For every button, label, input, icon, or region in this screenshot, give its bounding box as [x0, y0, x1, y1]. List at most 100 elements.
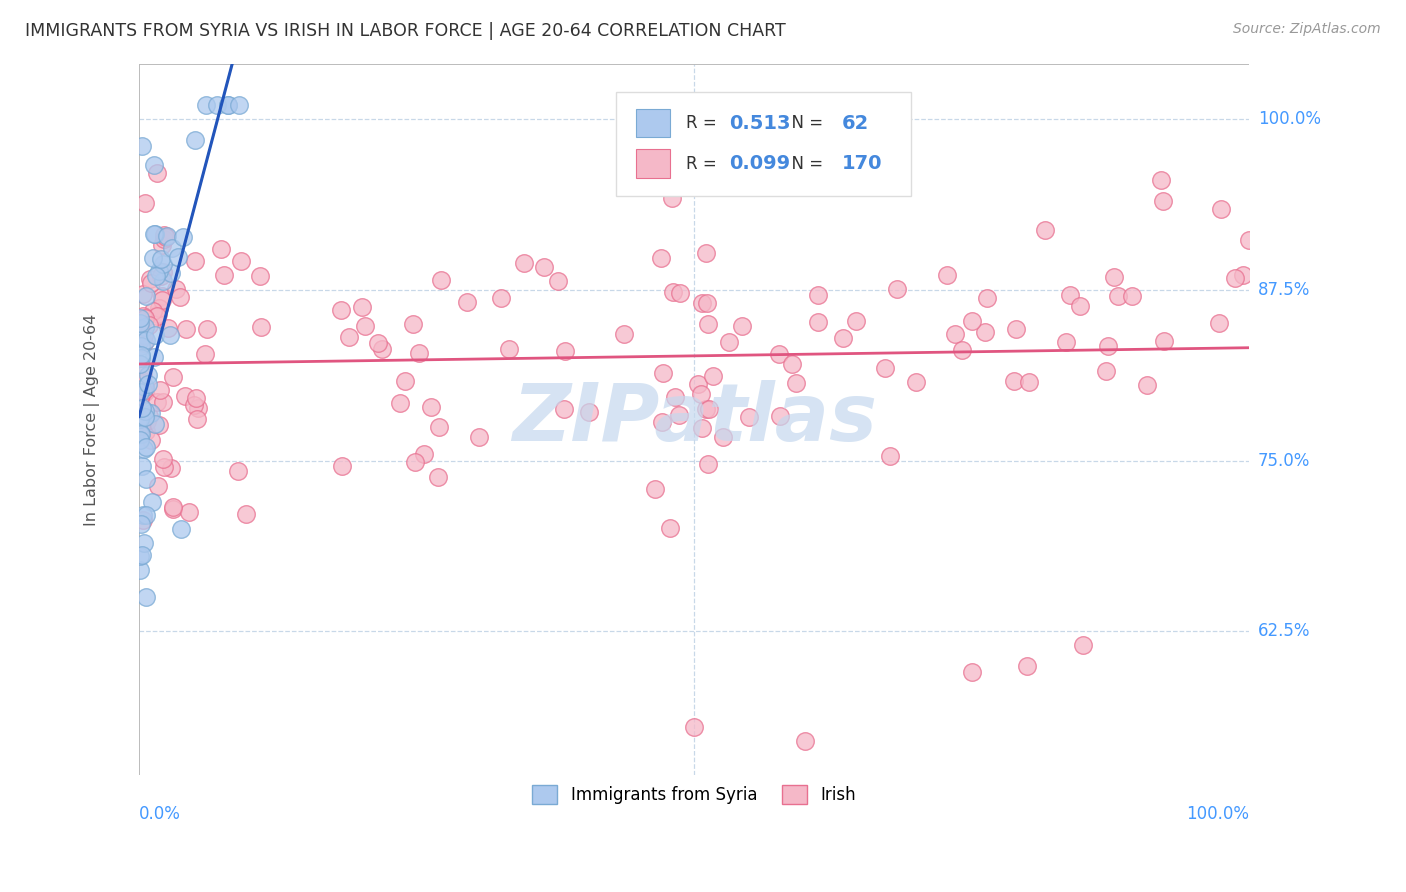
Point	[132, 508, 155, 523]
Point	[690, 420, 713, 434]
Point	[131, 516, 153, 531]
Point	[1209, 202, 1232, 216]
Point	[1002, 375, 1025, 389]
Point	[162, 500, 184, 515]
Point	[128, 385, 150, 400]
Text: IMMIGRANTS FROM SYRIA VS IRISH IN LABOR FORCE | AGE 20-64 CORRELATION CHART: IMMIGRANTS FROM SYRIA VS IRISH IN LABOR …	[25, 22, 786, 40]
Point	[394, 374, 416, 388]
Point	[174, 389, 197, 403]
Point	[134, 320, 156, 334]
Point	[135, 472, 157, 486]
Point	[950, 343, 973, 357]
Text: 100.0%: 100.0%	[1187, 805, 1250, 823]
Point	[1018, 376, 1040, 390]
Point	[513, 256, 536, 270]
Point	[153, 459, 176, 474]
Point	[135, 289, 157, 303]
Point	[699, 402, 721, 417]
Point	[183, 133, 205, 147]
Point	[129, 348, 152, 362]
Point	[148, 417, 170, 432]
Point	[702, 368, 724, 383]
Point	[128, 357, 150, 371]
Point	[943, 327, 966, 342]
Point	[129, 373, 152, 387]
Point	[402, 318, 425, 332]
Point	[960, 314, 983, 328]
Point	[1152, 194, 1174, 209]
Text: 75.0%: 75.0%	[1258, 451, 1310, 469]
Point	[337, 329, 360, 343]
Point	[174, 322, 197, 336]
Point	[152, 232, 174, 246]
Point	[149, 383, 172, 397]
Point	[1135, 378, 1157, 392]
Point	[184, 254, 207, 268]
Point	[413, 447, 436, 461]
Point	[935, 268, 957, 283]
Point	[143, 417, 166, 431]
Text: ZIPatlas: ZIPatlas	[512, 381, 877, 458]
Point	[249, 269, 271, 284]
Point	[128, 433, 150, 447]
FancyBboxPatch shape	[616, 93, 911, 195]
Point	[152, 274, 174, 288]
Legend: Immigrants from Syria, Irish: Immigrants from Syria, Irish	[524, 777, 865, 813]
Point	[731, 318, 754, 333]
Point	[162, 370, 184, 384]
Text: R =: R =	[686, 154, 723, 172]
Point	[1095, 364, 1118, 378]
Point	[353, 318, 375, 333]
Point	[135, 334, 157, 348]
Point	[1033, 222, 1056, 236]
Point	[148, 263, 170, 277]
Point	[143, 227, 166, 242]
Point	[132, 328, 155, 343]
Point	[129, 427, 152, 442]
Text: 0.513: 0.513	[728, 113, 790, 133]
Point	[695, 402, 717, 417]
Point	[156, 321, 179, 335]
Point	[662, 285, 685, 299]
Point	[697, 317, 720, 331]
Point	[183, 398, 205, 412]
Point	[134, 196, 156, 211]
Point	[169, 522, 191, 536]
Point	[142, 251, 165, 265]
Point	[231, 254, 253, 268]
Text: R =: R =	[686, 114, 723, 132]
Bar	[637, 109, 669, 137]
Point	[142, 227, 165, 242]
Point	[146, 395, 169, 409]
Point	[135, 508, 157, 523]
Point	[131, 409, 153, 423]
Point	[131, 458, 153, 473]
Point	[145, 269, 167, 284]
Point	[134, 385, 156, 400]
Point	[768, 346, 790, 360]
Point	[135, 414, 157, 428]
Point	[134, 335, 156, 350]
Point	[651, 415, 673, 429]
Point	[129, 390, 152, 404]
Point	[350, 300, 373, 314]
Point	[651, 366, 673, 380]
Point	[498, 342, 520, 356]
Point	[186, 412, 208, 426]
Point	[132, 442, 155, 457]
Point	[131, 409, 153, 423]
Point	[138, 318, 160, 332]
Point	[131, 401, 153, 415]
Point	[131, 287, 153, 301]
Point	[135, 440, 157, 454]
Point	[128, 563, 150, 577]
Point	[132, 310, 155, 324]
Point	[132, 513, 155, 527]
Point	[128, 427, 150, 442]
Point	[873, 361, 896, 376]
Point	[134, 409, 156, 424]
Point	[613, 326, 636, 341]
Point	[806, 287, 828, 301]
Point	[430, 273, 453, 287]
Point	[1059, 288, 1081, 302]
